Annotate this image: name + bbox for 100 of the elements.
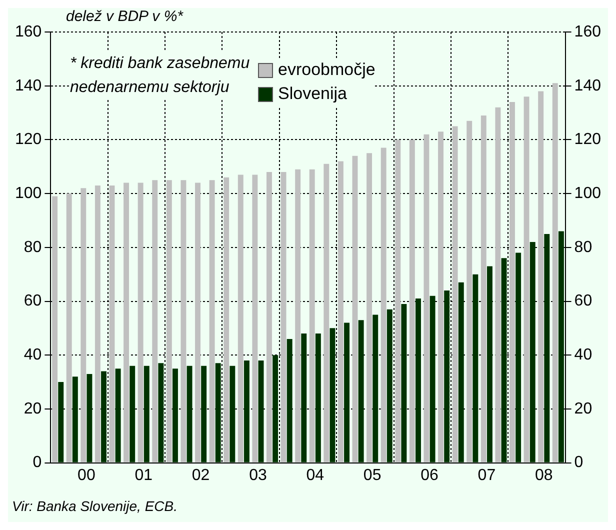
x-tick-label: 08 [534,466,553,484]
bar [480,115,486,462]
bar [530,242,536,462]
x-tick-label: 00 [78,466,96,484]
bar [516,252,522,462]
x-tick-label: 04 [306,466,324,484]
bar [409,140,415,462]
bar [552,83,558,462]
y-tick-label: 20 [24,400,42,418]
y2-tick-label: 60 [574,292,592,310]
bar [158,363,164,462]
y2-tick-label: 140 [574,77,602,94]
bar [280,172,286,462]
bar [386,309,392,462]
y2-tick-label: 40 [574,346,592,364]
text: Vir: Banka Slovenije, ECB. [12,498,178,514]
bar [344,322,350,462]
bar [86,374,92,462]
bar [558,231,564,462]
bar [230,366,236,462]
y2-tick-label: 20 [574,400,592,418]
bar [144,366,150,462]
legend-label: evroobmočje [278,59,376,81]
bar [109,185,115,462]
bar [101,371,106,462]
bar [272,355,278,462]
bar [115,368,121,462]
y2-tick-label: 160 [574,23,602,40]
y-tick-label: 40 [24,346,42,364]
x-tick-label: 01 [134,466,153,484]
bar [138,182,144,462]
bar [352,156,358,462]
bar [130,366,136,462]
bar [238,174,244,462]
bar [301,334,307,462]
bar [180,180,186,462]
bar [309,169,315,462]
bar [495,107,501,462]
legend-label: Slovenija [278,83,347,105]
bar [416,298,421,462]
bar [244,360,250,462]
annotation: * krediti bank zasebnemu nedenarnemu sektorju [70,52,270,100]
bar [324,164,330,462]
bar [501,258,507,462]
bar [472,274,478,462]
bar [258,360,264,462]
x-tick-label: 06 [420,466,439,484]
bar [458,282,464,462]
bar [209,180,215,462]
bar [444,290,450,462]
y2-tick-label: 100 [574,184,602,202]
y-tick-label: 100 [14,184,42,202]
bar [186,366,192,462]
bar [124,182,130,462]
bar [372,314,378,462]
bar [395,140,401,462]
bar [366,153,372,462]
bar [452,126,458,462]
bar [338,161,344,462]
bar [224,177,230,462]
y-tick-label: 80 [24,238,42,256]
y2-tick-label: 0 [574,454,584,472]
bar [424,134,430,462]
bar [538,91,544,462]
y-tick-label: 120 [14,131,42,148]
x-tick-label: 02 [192,466,210,484]
y2-tick-label: 120 [574,131,602,148]
bar [315,334,321,462]
y-tick-label: 60 [24,292,42,310]
bar [466,120,472,462]
x-tick-label: 03 [249,466,267,484]
bar [295,169,301,462]
bar [438,132,444,462]
bar [215,363,221,462]
x-tick-label: 05 [363,466,382,484]
bar [401,304,407,462]
x-tick-label: 07 [478,466,496,484]
bar [486,266,492,462]
bar [172,368,178,462]
bar [524,96,530,462]
bar [152,180,158,462]
y-tick-label: 140 [14,77,42,94]
bar [195,182,200,462]
y-tick-label: 160 [14,23,42,40]
y2-tick-label: 80 [574,238,592,256]
bar [80,188,86,462]
bar [286,338,292,462]
bar [72,376,78,462]
bar [380,148,386,462]
y-axis-title: delež v BDP v %* [66,8,183,26]
bar [358,320,364,462]
bar [330,328,336,462]
bar [544,234,550,462]
bar [201,366,207,462]
bar [252,174,258,462]
bar [430,296,436,462]
bar [510,102,515,462]
y-tick-label: 0 [32,454,42,472]
bar [52,196,58,462]
bar [166,180,172,462]
